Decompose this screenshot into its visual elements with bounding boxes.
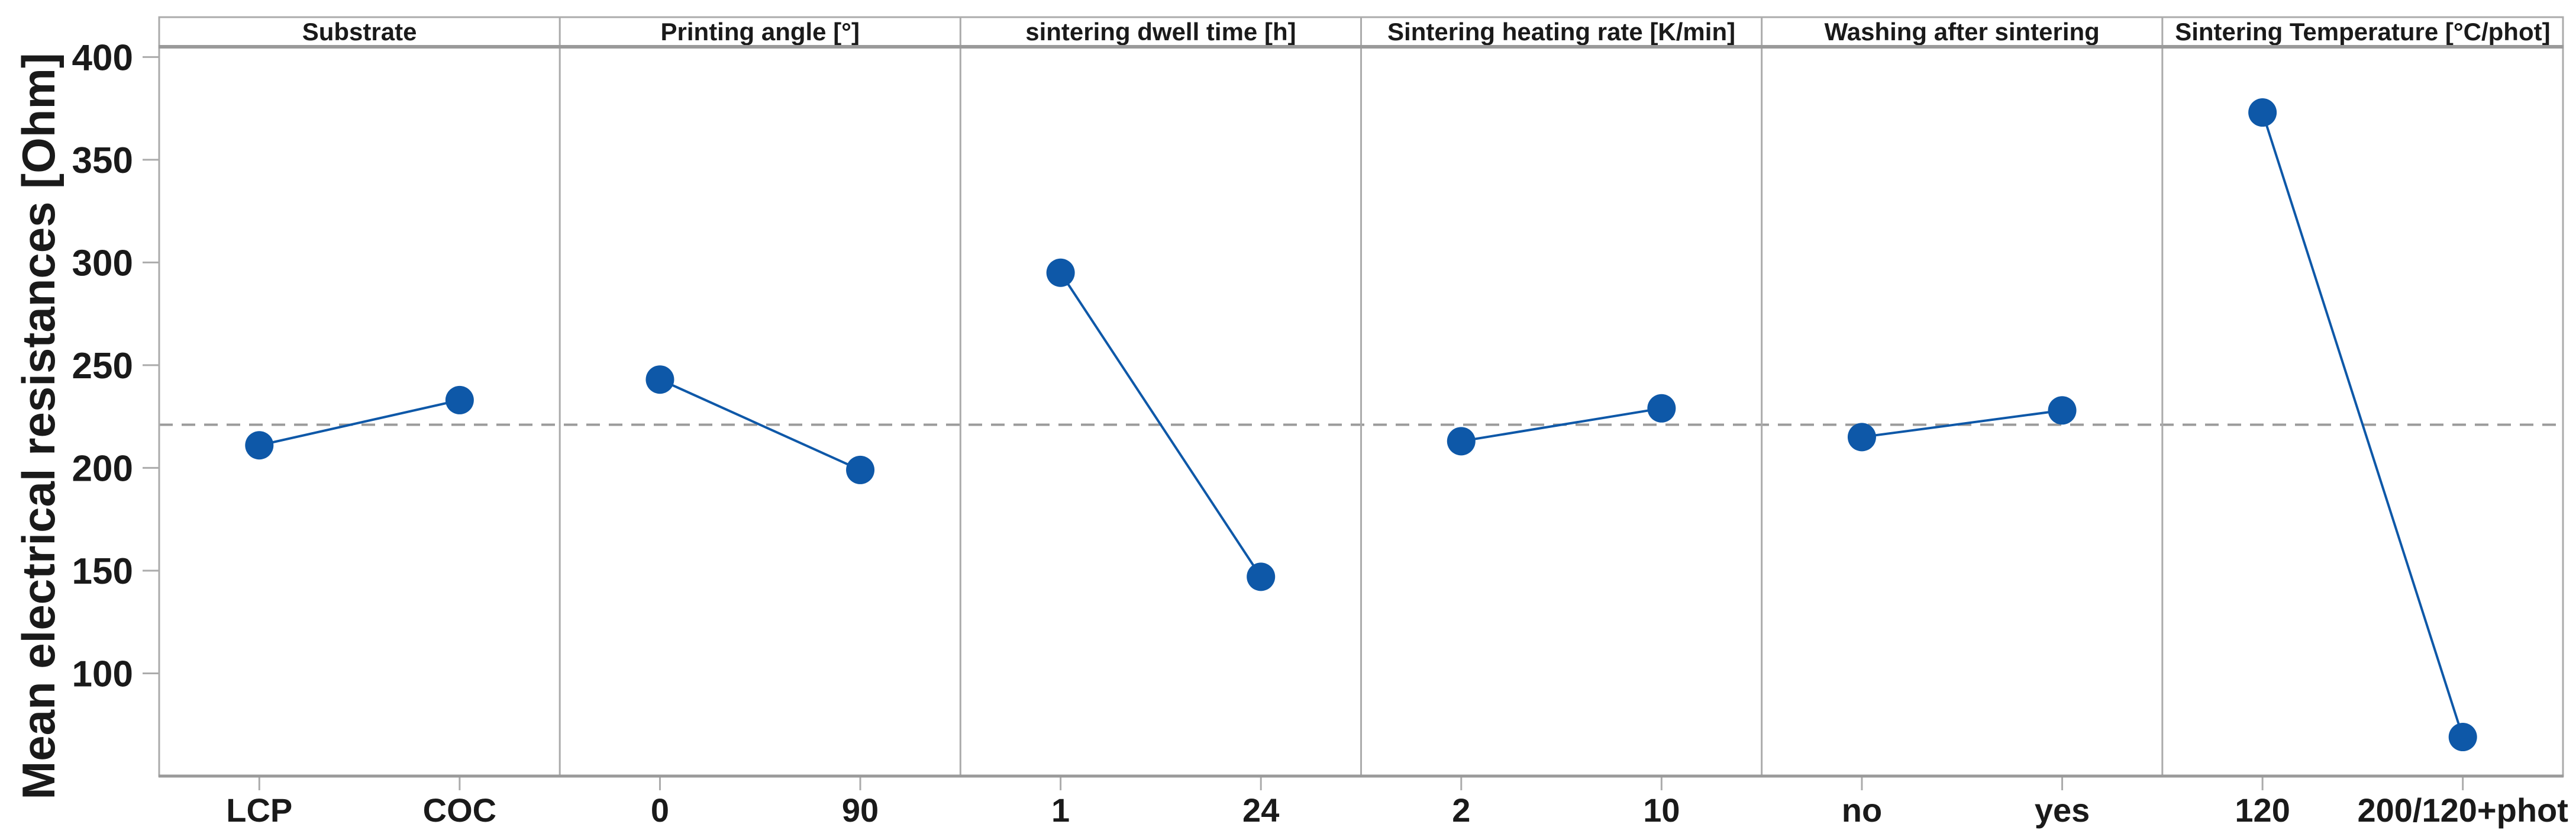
x-tick-label: LCP (226, 791, 292, 829)
series-line (1059, 272, 1262, 578)
data-point (645, 365, 674, 394)
y-tick-label: 400 (72, 37, 133, 78)
y-tick-label: 100 (72, 654, 133, 694)
data-point (2448, 723, 2477, 752)
x-tick-label: 200/120+phot (2358, 791, 2568, 829)
y-tick-label: 300 (72, 243, 133, 284)
data-point (1647, 394, 1676, 423)
data-point (1847, 423, 1876, 452)
panel-header: Sintering Temperature [°C/phot] (2175, 18, 2550, 46)
data-point (846, 455, 875, 484)
x-tick-label: 24 (1242, 791, 1279, 829)
panel-header: Substrate (302, 18, 417, 46)
y-tick-label: 200 (72, 448, 133, 489)
x-tick-label: COC (423, 791, 496, 829)
y-axis-title: Mean electrical resistances [Ohm] (12, 53, 64, 800)
y-tick-label: 150 (72, 551, 133, 592)
data-point (1046, 258, 1075, 287)
x-tick-label: 2 (1452, 791, 1470, 829)
data-point (2248, 98, 2277, 127)
data-point (245, 431, 274, 460)
panel-header: Printing angle [°] (661, 18, 860, 46)
data-point (1447, 427, 1476, 456)
y-tick-label: 350 (72, 140, 133, 181)
x-tick-label: 1 (1051, 791, 1070, 829)
x-tick-label: no (1842, 791, 1882, 829)
panel-header: Sintering heating rate [K/min] (1387, 18, 1735, 46)
series-line (2261, 112, 2464, 738)
data-point (1247, 562, 1276, 591)
series-line (1461, 407, 1662, 443)
y-tick-label: 250 (72, 346, 133, 387)
x-tick-label: 10 (1643, 791, 1680, 829)
data-point (445, 385, 474, 414)
panel-header: sintering dwell time [h] (1025, 18, 1296, 46)
x-tick-label: 120 (2235, 791, 2290, 829)
x-tick-label: yes (2035, 791, 2090, 829)
x-tick-label: 90 (842, 791, 879, 829)
data-point (2048, 396, 2077, 425)
panel-header: Washing after sintering (1825, 18, 2100, 46)
x-tick-label: 0 (651, 791, 669, 829)
series-line (1861, 409, 2062, 439)
series-line (259, 398, 460, 447)
series-line (659, 378, 861, 471)
